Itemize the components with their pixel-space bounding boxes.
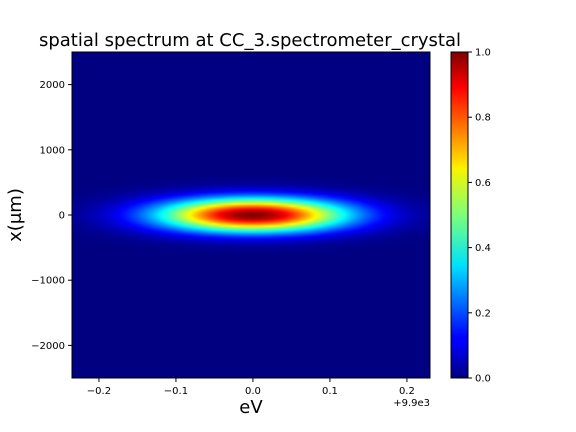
x-axis-label: eV	[239, 397, 263, 418]
y-tick-label: 2000	[40, 80, 65, 91]
chart-title: spatial spectrum at CC_3.spectrometer_cr…	[39, 30, 461, 51]
colorbar-tick-label: 1.0	[475, 48, 491, 59]
colorbar: 0.0 0.2 0.4 0.6 0.8 1.0	[450, 48, 491, 385]
y-axis-label: x(μm)	[5, 188, 26, 242]
colorbar-tick-label: 0.8	[475, 113, 491, 124]
colorbar-tick-label: 0.4	[475, 243, 491, 254]
y-tick-label: 0	[59, 211, 65, 222]
y-tick-label: −1000	[31, 276, 65, 287]
y-tick-label: −2000	[31, 341, 65, 352]
y-axis-ticks: 2000 1000 0 −1000 −2000	[31, 80, 72, 352]
x-tick-label: 0.1	[322, 386, 338, 397]
colorbar-tick-label: 0.0	[475, 374, 491, 385]
x-tick-label: −0.1	[164, 386, 188, 397]
plot-area	[71, 51, 431, 379]
x-offset-label: +9.9e3	[393, 398, 430, 409]
colorbar-ticks: 0.0 0.2 0.4 0.6 0.8 1.0	[468, 48, 491, 385]
colorbar-tick-label: 0.2	[475, 308, 491, 319]
y-tick-label: 1000	[40, 145, 65, 156]
heatmap-image	[72, 52, 430, 378]
x-tick-label: 0.2	[399, 386, 415, 397]
colorbar-frame	[450, 51, 469, 379]
colorbar-gradient	[451, 52, 468, 378]
x-tick-label: −0.2	[87, 386, 111, 397]
colorbar-tick-label: 0.6	[475, 178, 491, 189]
x-tick-label: 0.0	[245, 386, 261, 397]
x-axis-ticks: −0.2 −0.1 0.0 0.1 0.2	[87, 378, 415, 397]
